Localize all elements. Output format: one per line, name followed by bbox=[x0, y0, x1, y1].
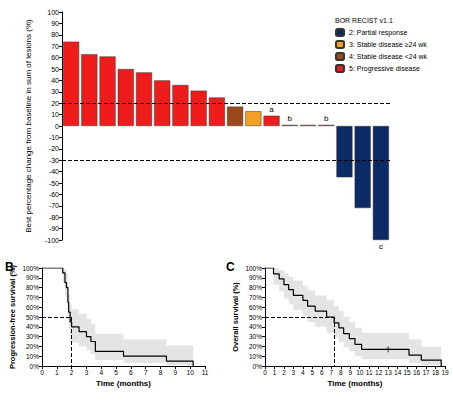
svg-text:1: 1 bbox=[273, 369, 277, 376]
svg-text:7: 7 bbox=[330, 369, 334, 376]
svg-text:0%: 0% bbox=[30, 363, 40, 370]
svg-text:-60: -60 bbox=[49, 191, 59, 198]
svg-text:a: a bbox=[269, 105, 274, 114]
svg-text:12: 12 bbox=[375, 369, 383, 376]
svg-text:-10: -10 bbox=[49, 134, 59, 141]
svg-text:90: 90 bbox=[51, 20, 59, 27]
svg-text:50%: 50% bbox=[26, 314, 39, 321]
svg-text:90%: 90% bbox=[249, 274, 262, 281]
svg-text:Time (months): Time (months) bbox=[328, 379, 383, 388]
svg-text:60%: 60% bbox=[249, 304, 262, 311]
svg-text:18: 18 bbox=[432, 369, 440, 376]
svg-text:20: 20 bbox=[51, 100, 59, 107]
svg-text:70: 70 bbox=[51, 43, 59, 50]
svg-text:6: 6 bbox=[129, 369, 133, 376]
svg-text:20%: 20% bbox=[249, 343, 262, 350]
svg-text:100: 100 bbox=[47, 9, 59, 16]
svg-text:80: 80 bbox=[51, 31, 59, 38]
svg-text:15: 15 bbox=[403, 369, 411, 376]
svg-text:BOR RECIST v1.1: BOR RECIST v1.1 bbox=[335, 17, 393, 24]
svg-text:11: 11 bbox=[202, 369, 209, 376]
svg-text:40: 40 bbox=[51, 77, 59, 84]
svg-text:70%: 70% bbox=[249, 294, 262, 301]
svg-text:30: 30 bbox=[51, 88, 59, 95]
svg-text:C: C bbox=[226, 260, 235, 274]
svg-text:Progression-free survival (%): Progression-free survival (%) bbox=[8, 264, 17, 369]
svg-text:c: c bbox=[379, 242, 383, 251]
svg-text:b: b bbox=[288, 114, 293, 123]
svg-text:50%: 50% bbox=[249, 314, 262, 321]
svg-text:Time (months): Time (months) bbox=[96, 379, 151, 388]
svg-text:60: 60 bbox=[51, 54, 59, 61]
svg-text:20%: 20% bbox=[26, 343, 39, 350]
svg-text:5: 5 bbox=[311, 369, 315, 376]
svg-text:2: 2 bbox=[70, 369, 74, 376]
svg-text:3: 3 bbox=[85, 369, 89, 376]
svg-text:0: 0 bbox=[40, 369, 44, 376]
svg-text:17: 17 bbox=[422, 369, 430, 376]
svg-text:Best percentage change from ba: Best percentage change from baseline in … bbox=[24, 19, 33, 233]
svg-text:-50: -50 bbox=[49, 180, 59, 187]
svg-text:80%: 80% bbox=[26, 284, 39, 291]
svg-text:80%: 80% bbox=[249, 284, 262, 291]
svg-text:2: Partial response: 2: Partial response bbox=[349, 29, 407, 37]
svg-text:3: Stable disease ≥24 wk: 3: Stable disease ≥24 wk bbox=[349, 41, 427, 48]
svg-text:3: 3 bbox=[292, 369, 296, 376]
svg-text:-90: -90 bbox=[49, 225, 59, 232]
svg-text:8: 8 bbox=[159, 369, 163, 376]
svg-text:4: 4 bbox=[99, 369, 103, 376]
svg-text:b: b bbox=[324, 114, 329, 123]
svg-text:50: 50 bbox=[51, 66, 59, 73]
svg-text:60%: 60% bbox=[26, 304, 39, 311]
svg-text:19: 19 bbox=[441, 369, 449, 376]
svg-text:10%: 10% bbox=[26, 353, 39, 360]
svg-text:7: 7 bbox=[144, 369, 148, 376]
svg-text:B: B bbox=[5, 260, 14, 274]
svg-text:40%: 40% bbox=[249, 323, 262, 330]
svg-text:13: 13 bbox=[385, 369, 393, 376]
svg-text:5: 5 bbox=[114, 369, 118, 376]
svg-text:-20: -20 bbox=[49, 145, 59, 152]
svg-text:10: 10 bbox=[356, 369, 364, 376]
svg-text:14: 14 bbox=[394, 369, 402, 376]
svg-text:2: 2 bbox=[282, 369, 286, 376]
svg-text:-80: -80 bbox=[49, 214, 59, 221]
svg-text:100%: 100% bbox=[22, 265, 39, 272]
svg-text:10: 10 bbox=[187, 369, 195, 376]
svg-text:9: 9 bbox=[174, 369, 178, 376]
svg-text:11: 11 bbox=[366, 369, 373, 376]
svg-text:1: 1 bbox=[55, 369, 59, 376]
svg-text:30%: 30% bbox=[249, 333, 262, 340]
svg-text:30%: 30% bbox=[26, 333, 39, 340]
svg-text:0%: 0% bbox=[253, 363, 263, 370]
svg-text:10: 10 bbox=[51, 111, 59, 118]
svg-text:-40: -40 bbox=[49, 168, 59, 175]
svg-text:4: 4 bbox=[301, 369, 305, 376]
svg-text:40%: 40% bbox=[26, 323, 39, 330]
svg-text:5: Progressive disease: 5: Progressive disease bbox=[349, 65, 420, 73]
svg-text:100%: 100% bbox=[245, 265, 262, 272]
svg-text:8: 8 bbox=[339, 369, 343, 376]
svg-text:-70: -70 bbox=[49, 202, 59, 209]
svg-text:Overall survival (%): Overall survival (%) bbox=[231, 282, 240, 352]
svg-text:4: Stable disease <24 wk: 4: Stable disease <24 wk bbox=[349, 53, 428, 60]
svg-text:70%: 70% bbox=[26, 294, 39, 301]
svg-text:90%: 90% bbox=[26, 274, 39, 281]
svg-text:16: 16 bbox=[413, 369, 421, 376]
svg-text:0: 0 bbox=[55, 123, 59, 130]
svg-text:9: 9 bbox=[348, 369, 352, 376]
svg-text:6: 6 bbox=[320, 369, 324, 376]
svg-text:-30: -30 bbox=[49, 157, 59, 164]
svg-text:0: 0 bbox=[263, 369, 267, 376]
svg-text:10%: 10% bbox=[249, 353, 262, 360]
svg-text:-100: -100 bbox=[45, 237, 59, 244]
